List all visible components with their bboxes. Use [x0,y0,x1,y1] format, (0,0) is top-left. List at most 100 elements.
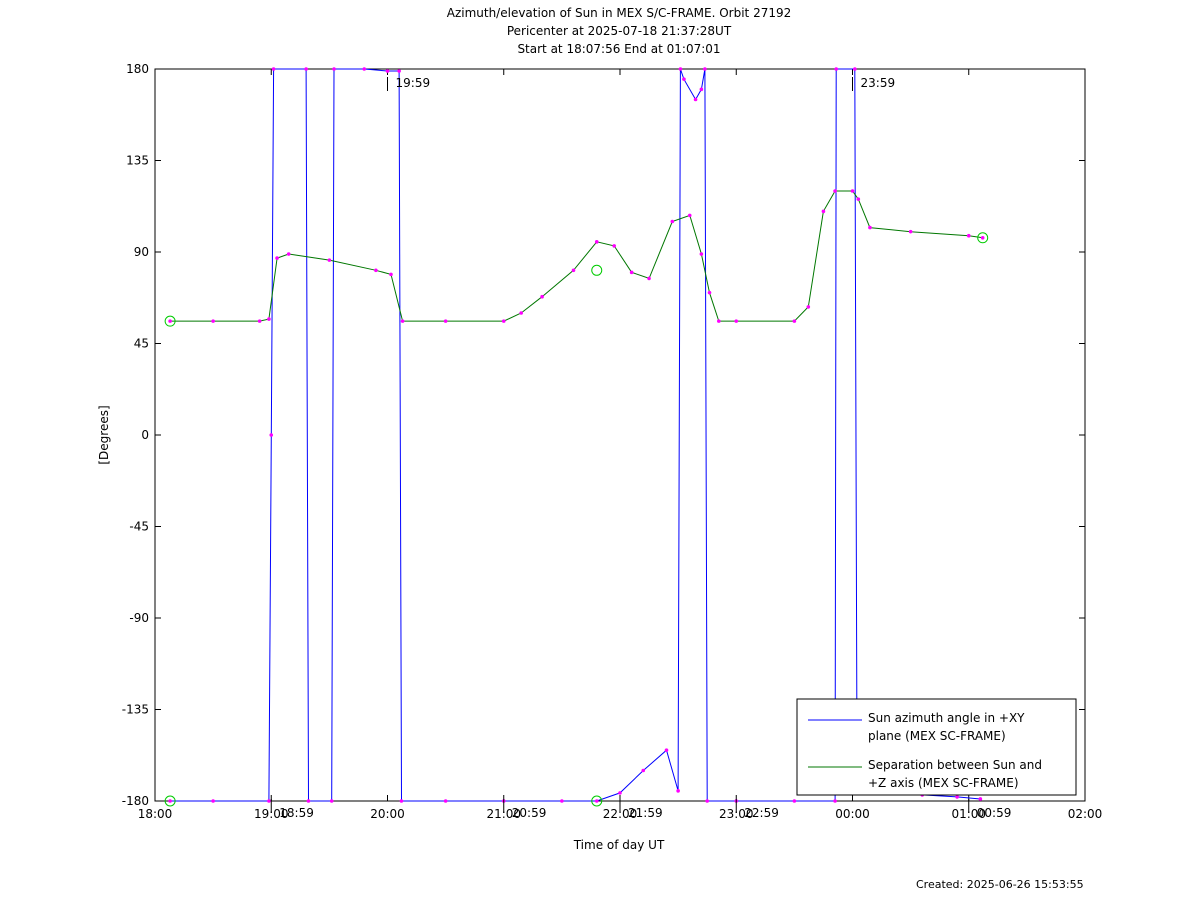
data-point [806,305,811,309]
data-point [678,67,683,71]
series-line-1 [170,68,981,802]
data-point [955,795,959,799]
data-point [717,319,721,323]
data-point [647,276,651,281]
data-point [306,799,311,803]
x-tick-label: 19:00 [254,807,289,821]
data-point [271,67,276,71]
data-point [833,799,837,803]
data-point [703,67,707,71]
chart-title-line-1: Azimuth/elevation of Sun in MEX S/C-FRAM… [447,6,792,20]
time-label: 00:59 [977,806,1012,820]
series-line-2 [170,190,983,322]
chart-title-line-3: Start at 18:07:56 End at 01:07:01 [517,42,720,56]
x-tick-label: 20:00 [370,807,405,821]
data-point [618,791,622,795]
data-point [389,272,393,277]
data-point [853,67,857,71]
y-axis-label: [Degrees] [97,405,111,464]
data-point [792,799,797,803]
data-point [594,799,599,803]
time-label: 19:59 [396,76,431,90]
x-tick-label: 00:00 [835,807,870,821]
data-point [211,799,215,803]
time-label: 21:59 [628,806,663,820]
data-point [856,197,861,201]
data-point [332,67,336,71]
marker-circle [977,232,989,244]
data-point [329,799,334,803]
data-point [612,244,616,248]
data-point [670,219,675,224]
data-point [682,77,686,81]
marker-circle [164,795,176,807]
data-point [560,799,564,803]
data-point [168,799,172,803]
x-tick-label: 21:00 [486,807,521,821]
y-tick-label: 90 [134,245,149,259]
data-point [705,799,709,803]
data-point [397,69,401,73]
legend-label-1: Sun azimuth angle in +XY [868,711,1025,725]
data-point [443,319,448,323]
data-point [641,768,646,773]
data-point [676,789,680,793]
data-point [304,67,308,71]
legend: Sun azimuth angle in +XY plane (MEX SC-FR… [796,698,1077,796]
data-point [399,799,404,803]
time-label: 18:59 [279,806,314,820]
y-tick-label: 180 [126,62,149,76]
data-point [664,748,669,752]
data-point [385,69,390,73]
marker-circle [164,315,176,327]
data-point [868,225,872,230]
data-point [275,256,279,260]
data-point [978,797,983,801]
legend-box [796,698,1077,796]
y-tick-label: -180 [122,794,149,808]
data-point [269,433,274,437]
data-point [267,317,271,321]
data-point [792,319,797,323]
data-point [699,87,704,92]
data-point [699,252,704,256]
chart-title-line-2: Pericenter at 2025-07-18 21:37:28UT [507,24,732,38]
marker-circle [591,264,603,276]
x-tick-label: 18:00 [138,807,173,821]
data-point [400,319,405,323]
time-label: 20:59 [512,806,547,820]
data-point [286,252,291,256]
data-point [443,799,448,803]
y-tick-label: 135 [126,154,149,168]
data-point [693,97,698,102]
data-point [501,319,506,323]
x-tick-label: 01:00 [951,807,986,821]
y-tick-label: -135 [122,703,149,717]
data-point [519,311,523,315]
x-axis-label: Time of day UT [573,838,665,852]
data-point [629,270,634,275]
y-tick-label: -45 [129,520,149,534]
data-point [734,319,739,323]
y-tick-label: 0 [141,428,149,442]
series-layer [164,67,989,807]
time-label: 23:59 [861,76,896,90]
x-tick-label: 23:00 [719,807,754,821]
data-point [362,67,367,71]
plot-frame [154,68,1086,802]
data-point [257,319,262,323]
y-axis: 180 135 90 45 0 -45 -90 -135 -180 [122,62,1085,808]
y-tick-label: -90 [129,611,149,625]
data-point [571,268,576,273]
x-tick-label: 02:00 [1068,807,1103,821]
data-point [267,799,271,803]
legend-label-1: plane (MEX SC-FRAME) [868,729,1006,743]
data-point [980,235,985,240]
data-point [834,67,839,71]
data-point [374,268,378,273]
time-label: 22:59 [744,806,779,820]
data-point [850,189,855,193]
created-timestamp: Created: 2025-06-26 15:53:55 [916,878,1084,891]
legend-label-2: +Z axis (MEX SC-FRAME) [868,776,1019,790]
